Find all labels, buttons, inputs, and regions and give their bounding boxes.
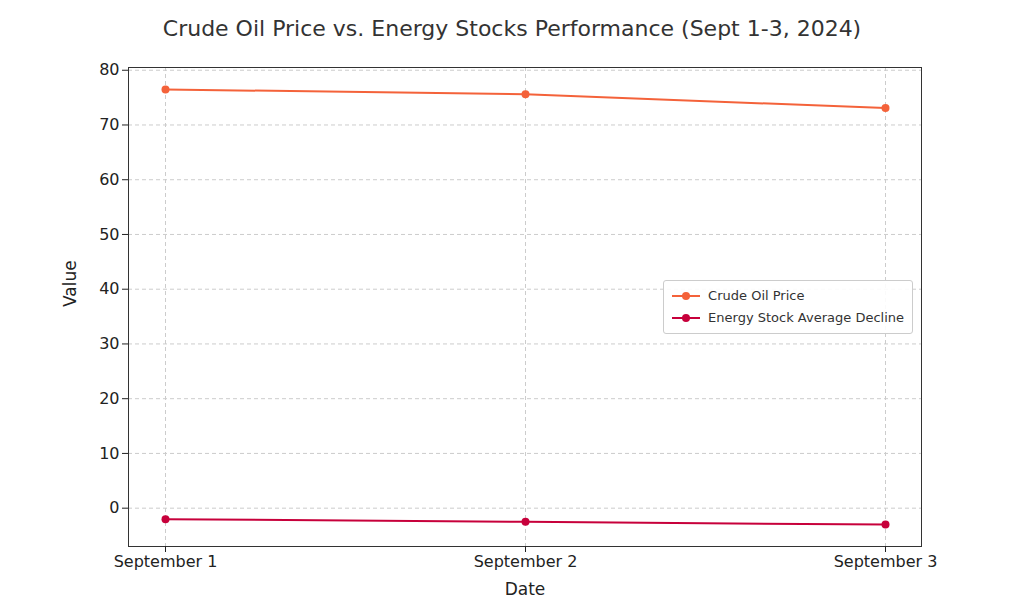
html-text:Crude Oil Price: Crude Oil Price [708,288,805,303]
svg-text:50: 50 [99,225,119,244]
svg-text:September 2: September 2 [474,552,578,571]
svg-text:September 1: September 1 [114,552,218,571]
svg-text:60: 60 [99,170,119,189]
svg-text:70: 70 [99,115,119,134]
svg-text:Value: Value [60,260,80,307]
svg-text:September 3: September 3 [834,552,938,571]
html-text:Energy Stock Average Decline: Energy Stock Average Decline [708,310,904,325]
html-text:Crude Oil Price vs. Energy Sto: Crude Oil Price vs. Energy Stocks Perfor… [162,16,862,41]
svg-text:20: 20 [99,389,119,408]
svg-text:30: 30 [99,334,119,353]
svg-text:40: 40 [99,279,119,298]
svg-text:10: 10 [99,444,119,463]
svg-text:Date: Date [505,579,546,599]
svg-text:80: 80 [99,60,119,79]
svg-text:0: 0 [109,498,119,517]
